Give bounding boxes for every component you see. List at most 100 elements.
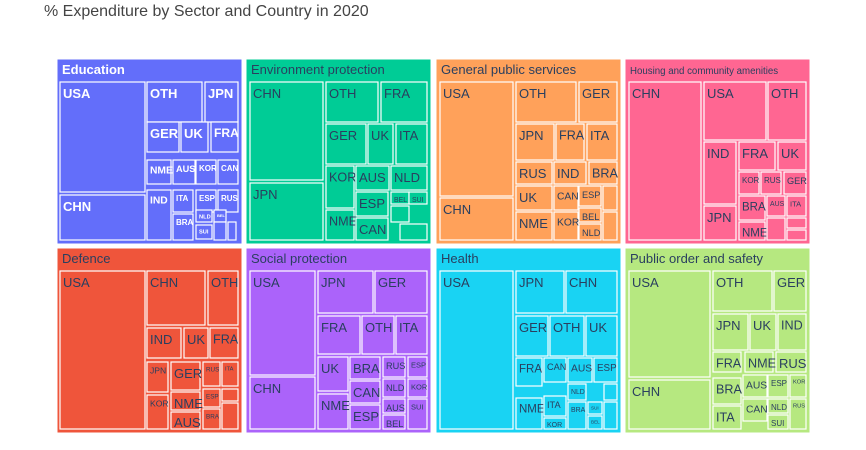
leaf-ger[interactable] <box>578 81 618 123</box>
leaf-chn[interactable] <box>565 270 618 314</box>
leaf-can[interactable] <box>349 380 381 404</box>
leaf-unlabeled[interactable] <box>602 211 618 241</box>
leaf-rus[interactable] <box>382 356 406 378</box>
leaf-bra[interactable] <box>349 356 381 380</box>
leaf-unlabeled[interactable] <box>399 223 428 241</box>
leaf-kor[interactable] <box>146 394 169 430</box>
leaf-kor[interactable] <box>325 165 355 209</box>
leaf-uk[interactable] <box>317 356 349 392</box>
leaf-jpn[interactable] <box>712 313 749 351</box>
leaf-esp[interactable] <box>407 356 428 378</box>
leaf-nld[interactable] <box>390 165 428 191</box>
leaf-aus[interactable] <box>567 357 593 383</box>
leaf-rus[interactable] <box>217 189 239 213</box>
leaf-usa[interactable] <box>59 270 146 430</box>
leaf-oth[interactable] <box>712 270 773 312</box>
leaf-nld[interactable] <box>195 209 213 223</box>
leaf-ger[interactable] <box>773 270 807 312</box>
leaf-unlabeled[interactable] <box>603 401 618 430</box>
leaf-bra[interactable] <box>588 161 618 185</box>
leaf-chn[interactable] <box>628 81 702 241</box>
sector-general-public-services[interactable]: General public services USA CHN OTH GER JPN FR… <box>435 58 622 245</box>
leaf-ger[interactable] <box>325 123 367 165</box>
leaf-unlabeled[interactable] <box>221 388 239 402</box>
sector-environment-protection[interactable]: Environment protection CHN JPN OTH FRA GER UK I… <box>245 58 432 245</box>
sector-housing-and-community-amenities[interactable]: Housing and community amenities CHN USA OTH… <box>624 58 811 245</box>
leaf-rus[interactable] <box>775 351 807 373</box>
leaf-ger[interactable] <box>170 361 201 391</box>
leaf-fra[interactable] <box>515 357 543 387</box>
leaf-ind[interactable] <box>146 189 172 241</box>
leaf-oth[interactable] <box>515 81 577 123</box>
leaf-oth[interactable] <box>146 81 203 123</box>
leaf-chn[interactable] <box>628 379 711 430</box>
leaf-ind[interactable] <box>777 313 807 351</box>
leaf-jpn[interactable] <box>146 361 169 393</box>
leaf-usa[interactable] <box>703 81 767 141</box>
leaf-bra[interactable] <box>202 408 221 430</box>
leaf-ita[interactable] <box>221 361 239 387</box>
leaf-usa[interactable] <box>628 270 711 378</box>
leaf-nme[interactable] <box>317 393 349 430</box>
leaf-chn[interactable] <box>249 81 324 181</box>
leaf-ita[interactable] <box>786 195 807 217</box>
leaf-sui[interactable] <box>767 414 789 430</box>
sector-defence[interactable]: Defence USA CHN OTH IND UK FRA JPN GER RUS ITA KOR N… <box>56 247 243 434</box>
leaf-unlabeled[interactable] <box>213 221 227 241</box>
leaf-bel[interactable] <box>382 414 406 430</box>
leaf-nld[interactable] <box>382 378 406 398</box>
leaf-aus[interactable] <box>742 374 768 398</box>
leaf-nme[interactable] <box>515 397 543 430</box>
leaf-esp[interactable] <box>349 404 381 430</box>
leaf-uk[interactable] <box>367 123 394 165</box>
leaf-unlabeled[interactable] <box>786 229 807 241</box>
leaf-jpn[interactable] <box>249 182 324 241</box>
leaf-uk[interactable] <box>585 315 618 357</box>
leaf-jpn[interactable] <box>317 270 374 314</box>
leaf-jpn[interactable] <box>703 205 737 241</box>
leaf-usa[interactable] <box>439 81 514 197</box>
leaf-ita[interactable] <box>712 405 742 430</box>
leaf-esp[interactable] <box>202 388 221 408</box>
leaf-unlabeled[interactable] <box>602 185 618 211</box>
leaf-ind[interactable] <box>703 141 737 205</box>
leaf-oth[interactable] <box>207 270 239 326</box>
leaf-chn[interactable] <box>249 376 316 430</box>
leaf-uk[interactable] <box>180 121 209 153</box>
leaf-jpn[interactable] <box>515 270 565 314</box>
leaf-unlabeled[interactable] <box>390 205 410 223</box>
leaf-kor[interactable] <box>738 171 760 195</box>
leaf-ita[interactable] <box>586 123 618 161</box>
leaf-unlabeled[interactable] <box>766 217 786 241</box>
leaf-bra[interactable] <box>567 401 587 430</box>
leaf-unlabeled[interactable] <box>221 402 239 430</box>
leaf-uk[interactable] <box>749 313 777 351</box>
leaf-ger[interactable] <box>783 171 807 195</box>
leaf-fra[interactable] <box>380 81 428 123</box>
leaf-aus[interactable] <box>172 159 196 185</box>
leaf-fra[interactable] <box>210 121 239 153</box>
leaf-bra[interactable] <box>738 195 766 221</box>
leaf-unlabeled[interactable] <box>227 221 237 241</box>
leaf-usa[interactable] <box>249 270 316 376</box>
leaf-bra[interactable] <box>172 213 194 241</box>
leaf-sui[interactable] <box>195 224 213 240</box>
leaf-uk[interactable] <box>515 185 553 211</box>
leaf-kor[interactable] <box>553 211 579 241</box>
leaf-esp[interactable] <box>355 191 389 217</box>
leaf-aus[interactable] <box>382 398 406 414</box>
leaf-nme[interactable] <box>738 221 766 241</box>
leaf-sui[interactable] <box>408 191 428 205</box>
leaf-nme[interactable] <box>170 391 201 411</box>
leaf-unlabeled[interactable] <box>603 383 618 401</box>
leaf-ita[interactable] <box>395 315 428 355</box>
leaf-fra[interactable] <box>738 141 776 171</box>
sector-education[interactable]: Education USA CHN OTH JPN GER UK FRA NME AUS KOR CA… <box>56 58 243 245</box>
leaf-bra[interactable] <box>712 377 742 405</box>
leaf-nme[interactable] <box>744 351 774 373</box>
leaf-chn[interactable] <box>146 270 206 326</box>
leaf-oth[interactable] <box>361 315 395 355</box>
leaf-nld[interactable] <box>767 398 789 414</box>
leaf-can[interactable] <box>355 217 389 241</box>
leaf-aus[interactable] <box>170 411 201 430</box>
